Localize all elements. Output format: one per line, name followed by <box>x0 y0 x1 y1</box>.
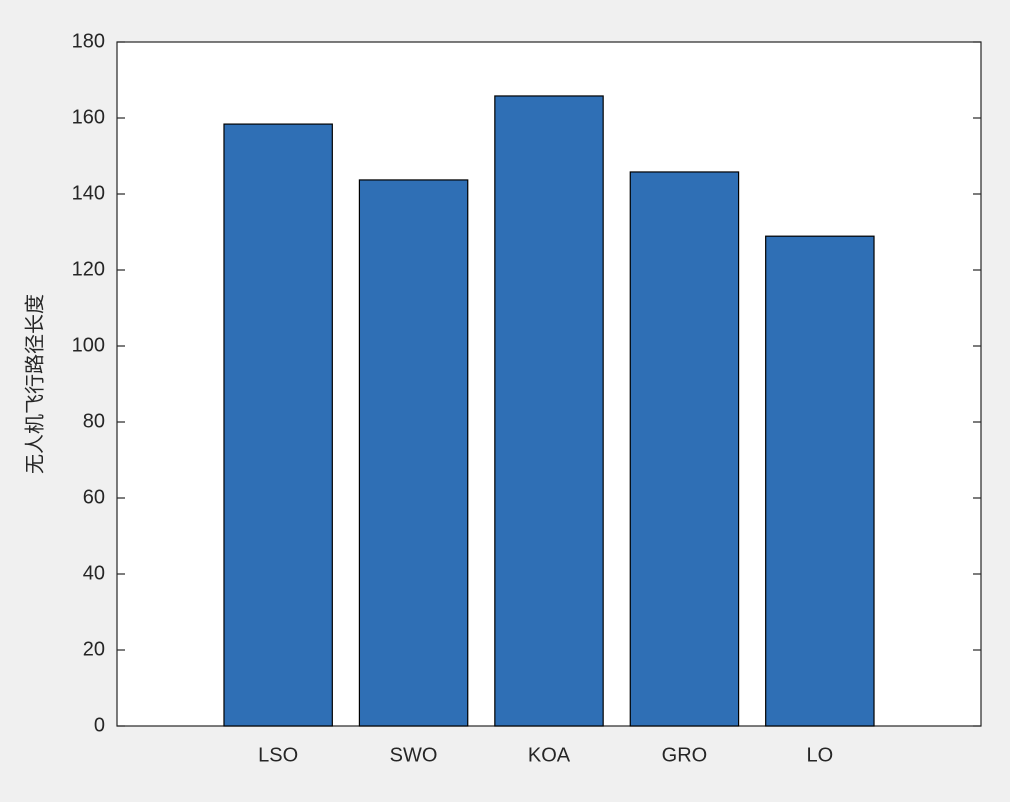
y-tick-label: 120 <box>72 258 105 280</box>
y-tick-label: 40 <box>83 562 105 584</box>
y-tick-label: 100 <box>72 334 105 356</box>
y-tick-label: 140 <box>72 182 105 204</box>
bar <box>629 171 740 727</box>
y-tick-label: 180 <box>72 30 105 52</box>
x-tick-label: LSO <box>258 744 298 766</box>
bar <box>223 123 333 727</box>
bar <box>765 235 875 727</box>
bar <box>358 179 469 727</box>
x-tick-label: LO <box>807 744 834 766</box>
y-tick-label: 80 <box>83 410 105 432</box>
x-tick-label: GRO <box>662 744 708 766</box>
x-tick-label: SWO <box>390 744 438 766</box>
x-tick-label: KOA <box>528 744 571 766</box>
y-tick-label: 160 <box>72 106 105 128</box>
y-tick-label: 0 <box>94 714 105 736</box>
bar <box>494 95 604 727</box>
y-tick-label: 20 <box>83 638 105 660</box>
y-axis-label: 无人机飞行路径长度 <box>23 294 46 474</box>
y-tick-label: 60 <box>83 486 105 508</box>
